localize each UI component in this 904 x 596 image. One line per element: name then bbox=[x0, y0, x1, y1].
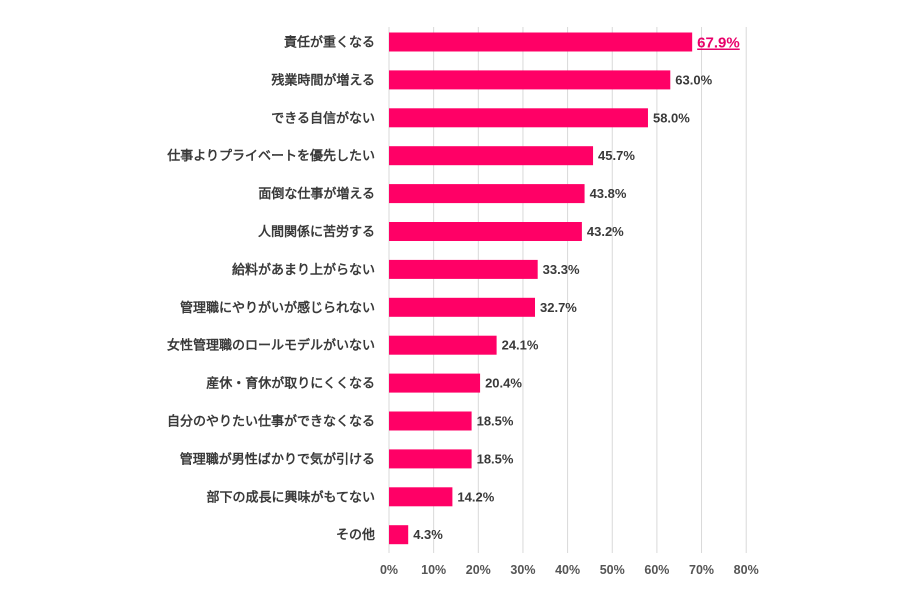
x-tick-label: 20% bbox=[466, 563, 491, 577]
bar bbox=[389, 32, 693, 52]
x-tick-label: 70% bbox=[689, 563, 714, 577]
bar bbox=[389, 525, 409, 545]
x-tick-label: 60% bbox=[644, 563, 669, 577]
bar bbox=[389, 297, 536, 317]
category-label: 面倒な仕事が増える bbox=[258, 186, 375, 202]
highlighted-value-label: 67.9% bbox=[697, 35, 740, 52]
category-label: できる自信がない bbox=[271, 110, 375, 126]
x-tick-label: 10% bbox=[421, 563, 446, 577]
category-label: 管理職が男性ばかりで気が引ける bbox=[180, 451, 375, 467]
value-label: 4.3% bbox=[413, 527, 443, 542]
value-labels: 67.9% 63.0% 58.0% 45.7% 43.8% 43.2% 33.3% 32.7%… bbox=[413, 35, 740, 543]
value-label: 43.8% bbox=[590, 186, 627, 201]
category-label: 部下の成長に興味がもてない bbox=[207, 489, 375, 505]
category-labels: 責任が重くなる残業時間が増えるできる自信がない仕事よりプライベートを優先したい面… bbox=[166, 35, 375, 544]
bar bbox=[389, 373, 481, 393]
x-tick-label: 30% bbox=[510, 563, 535, 577]
x-axis-tick-labels: 0% 10% 20% 30% 40% 50% 60% 70% 80% bbox=[380, 563, 759, 577]
category-label: 産休・育休が取りにくくなる bbox=[206, 376, 375, 392]
bars bbox=[389, 32, 693, 545]
category-label: 管理職にやりがいが感じられない bbox=[180, 300, 375, 316]
category-label: 人間関係に苦労する bbox=[258, 224, 375, 240]
category-label: 自分のやりたい仕事ができなくなる bbox=[167, 414, 375, 430]
category-label: 仕事よりプライベートを優先したい bbox=[166, 148, 375, 164]
bar bbox=[389, 259, 538, 279]
bar bbox=[389, 449, 472, 469]
x-tick-label: 80% bbox=[734, 563, 759, 577]
value-label: 43.2% bbox=[587, 224, 624, 239]
category-label: 給料があまり上がらない bbox=[232, 262, 375, 278]
value-label: 58.0% bbox=[653, 110, 690, 125]
bar bbox=[389, 146, 594, 166]
bar bbox=[389, 487, 453, 507]
category-label: 女性管理職のロールモデルがいない bbox=[167, 338, 375, 354]
value-label: 18.5% bbox=[477, 451, 514, 466]
category-label: 責任が重くなる bbox=[284, 35, 375, 51]
bar bbox=[389, 108, 648, 128]
bar bbox=[389, 335, 497, 355]
value-label: 14.2% bbox=[457, 489, 494, 504]
x-tick-label: 40% bbox=[555, 563, 580, 577]
bar bbox=[389, 70, 671, 90]
value-label: 45.7% bbox=[598, 148, 635, 163]
value-label: 63.0% bbox=[675, 72, 712, 87]
x-tick-label: 50% bbox=[600, 563, 625, 577]
value-label: 32.7% bbox=[540, 300, 577, 315]
bar bbox=[389, 222, 582, 241]
category-label: 残業時間が増える bbox=[271, 72, 375, 88]
x-tick-label: 0% bbox=[380, 563, 398, 577]
category-label: その他 bbox=[336, 527, 375, 543]
bar bbox=[389, 184, 585, 204]
value-label: 18.5% bbox=[477, 414, 514, 429]
bar bbox=[389, 411, 472, 431]
value-label: 24.1% bbox=[502, 338, 539, 353]
gridlines bbox=[388, 27, 747, 553]
value-label: 33.3% bbox=[543, 262, 580, 277]
value-label: 20.4% bbox=[485, 376, 522, 391]
